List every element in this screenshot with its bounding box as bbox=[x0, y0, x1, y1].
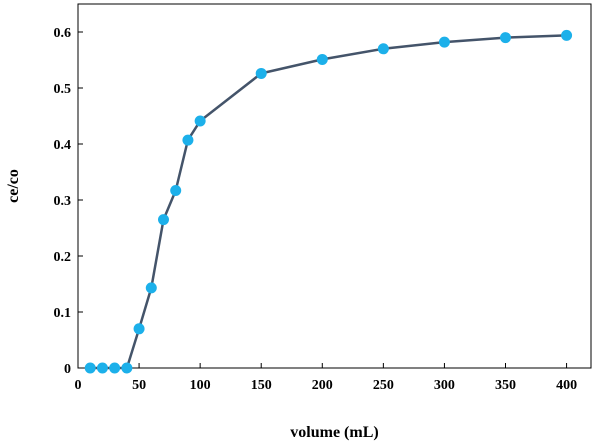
data-point bbox=[561, 29, 573, 41]
x-tick-label: 50 bbox=[132, 378, 146, 393]
x-tick-label: 0 bbox=[75, 378, 82, 393]
x-tick-label: 100 bbox=[190, 378, 211, 393]
series-line bbox=[90, 34, 567, 370]
y-tick-label: 0 bbox=[64, 362, 71, 377]
data-point bbox=[158, 214, 169, 226]
x-tick-label: 150 bbox=[251, 378, 272, 393]
y-tick-label: 0.4 bbox=[54, 138, 72, 153]
x-axis-title: volume (mL) bbox=[290, 424, 378, 441]
data-point bbox=[255, 67, 267, 79]
data-point bbox=[500, 32, 511, 44]
x-tick-label: 250 bbox=[373, 378, 394, 393]
data-point bbox=[96, 362, 108, 374]
data-point bbox=[182, 134, 194, 146]
data-point bbox=[438, 36, 450, 48]
x-tick-label: 350 bbox=[495, 378, 516, 393]
data-point bbox=[194, 115, 206, 127]
data-point bbox=[170, 184, 182, 196]
x-tick-label: 400 bbox=[556, 378, 577, 393]
data-point bbox=[133, 323, 145, 335]
y-tick-label: 0.3 bbox=[54, 194, 72, 209]
ticks: 0 50 100 150 200 250 300 350 400 0 0.1 0.2 0.3 0.4 0.5… bbox=[54, 26, 578, 393]
y-axis-title: ce/co bbox=[5, 169, 22, 203]
y-tick-label: 0.6 bbox=[54, 26, 72, 41]
x-tick-label: 200 bbox=[312, 378, 333, 393]
data-point bbox=[316, 53, 328, 65]
axes bbox=[77, 3, 592, 369]
data-point bbox=[109, 362, 121, 374]
data-point bbox=[145, 282, 157, 294]
y-tick-label: 0.5 bbox=[54, 82, 72, 97]
data-point bbox=[84, 362, 96, 374]
y-tick-label: 0.2 bbox=[54, 250, 72, 265]
data-point bbox=[377, 43, 389, 55]
data-point bbox=[121, 362, 133, 374]
y-tick-label: 0.1 bbox=[54, 306, 72, 321]
x-tick-label: 300 bbox=[434, 378, 455, 393]
plot-area-frame bbox=[77, 3, 592, 369]
series bbox=[84, 29, 573, 374]
